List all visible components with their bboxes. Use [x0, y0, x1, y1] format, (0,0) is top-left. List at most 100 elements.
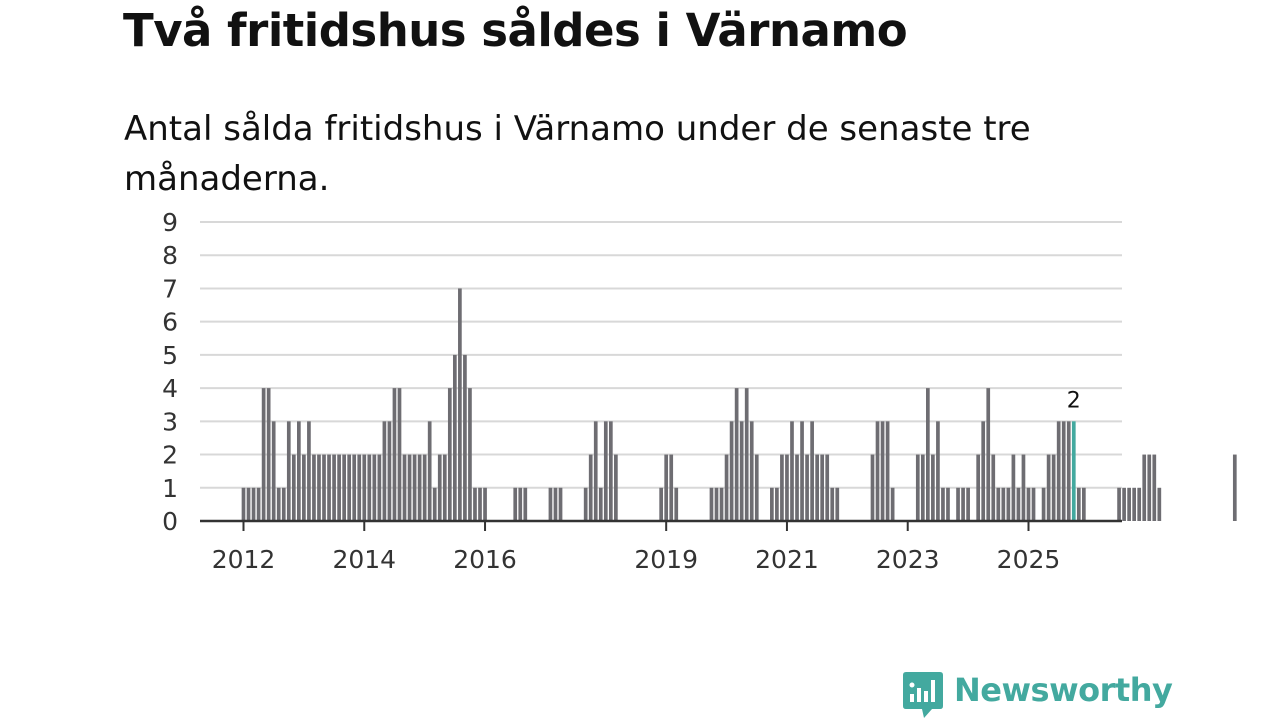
x-tick-label: 2016 [453, 545, 517, 574]
bar [608, 421, 613, 521]
bar [478, 487, 482, 521]
bar [946, 487, 950, 521]
highlight-value-label: 2 [1067, 388, 1081, 413]
bar [790, 421, 794, 521]
bar [729, 421, 734, 521]
bar [1157, 487, 1162, 521]
bar [885, 421, 890, 521]
bar [1026, 487, 1031, 521]
bar [387, 421, 392, 521]
bar [558, 487, 563, 521]
bar [427, 421, 432, 521]
bar [749, 421, 754, 521]
bar [593, 421, 598, 521]
y-tick-label: 1 [162, 474, 178, 503]
x-tick-label: 2021 [755, 545, 819, 574]
chart-subtitle: Antal sålda fritidshus i Värnamo under d… [124, 109, 1031, 199]
bar [1006, 487, 1011, 521]
bar [382, 421, 387, 521]
bar [739, 421, 744, 521]
bar [367, 454, 372, 521]
bar [875, 421, 880, 521]
bar [770, 487, 774, 521]
bar [820, 454, 825, 521]
bar [785, 454, 789, 521]
x-tick-label: 2014 [332, 545, 396, 574]
bar [397, 388, 402, 521]
bar [377, 454, 382, 521]
bar [598, 487, 603, 521]
bar [800, 421, 804, 521]
bar [312, 454, 316, 521]
bar [1021, 454, 1026, 521]
bar [327, 454, 331, 521]
bar [714, 487, 719, 521]
bar [956, 487, 960, 521]
bar [825, 454, 830, 521]
bar [1066, 421, 1071, 521]
y-tick-label: 7 [162, 274, 178, 303]
bar [709, 487, 714, 521]
bar [402, 454, 407, 521]
bar [342, 454, 346, 521]
y-tick-label: 2 [162, 441, 178, 470]
y-tick-label: 4 [162, 374, 178, 403]
bar [1031, 487, 1036, 521]
bar [1056, 421, 1061, 521]
bar [452, 354, 457, 521]
bar [1132, 487, 1137, 521]
bar [1127, 487, 1131, 521]
bar [362, 454, 367, 521]
bar [1011, 454, 1016, 521]
bar [246, 487, 251, 521]
bars [241, 288, 1237, 521]
bar [1147, 454, 1152, 521]
y-tick-label: 9 [162, 208, 178, 237]
bar [256, 487, 261, 521]
bar [986, 388, 991, 521]
y-tick-label: 0 [162, 507, 178, 536]
bar [936, 421, 940, 521]
bar [744, 388, 749, 521]
y-tick-label: 3 [162, 407, 178, 436]
bar [337, 454, 341, 521]
bar [926, 388, 930, 521]
bar [795, 454, 799, 521]
bar [664, 454, 669, 521]
bar [976, 454, 981, 521]
bar [754, 454, 759, 521]
bar [332, 454, 336, 521]
bar [1081, 487, 1086, 521]
bar [458, 288, 462, 521]
bar [775, 487, 779, 521]
bar [281, 487, 286, 521]
bar [583, 487, 588, 521]
bar [518, 487, 523, 521]
bar [780, 454, 784, 521]
bar [523, 487, 528, 521]
bar [442, 454, 447, 521]
bar [407, 454, 412, 521]
bar [1016, 487, 1021, 521]
bar [412, 454, 417, 521]
gridlines [200, 221, 1122, 489]
bar [931, 454, 935, 521]
bar [432, 487, 437, 521]
bar-highlight [1071, 421, 1076, 521]
bar [1232, 454, 1237, 521]
x-tick-label: 2019 [634, 545, 698, 574]
bar [302, 454, 306, 521]
bar [981, 421, 986, 521]
bar [468, 388, 472, 521]
bar [603, 421, 608, 521]
bar [915, 454, 920, 521]
bar [941, 487, 945, 521]
bar [870, 454, 875, 521]
x-tick-label: 2012 [212, 545, 276, 574]
bar [372, 454, 377, 521]
bar [276, 487, 281, 521]
bar [307, 421, 311, 521]
bar [1137, 487, 1142, 521]
bar [513, 487, 518, 521]
bar [357, 454, 362, 521]
